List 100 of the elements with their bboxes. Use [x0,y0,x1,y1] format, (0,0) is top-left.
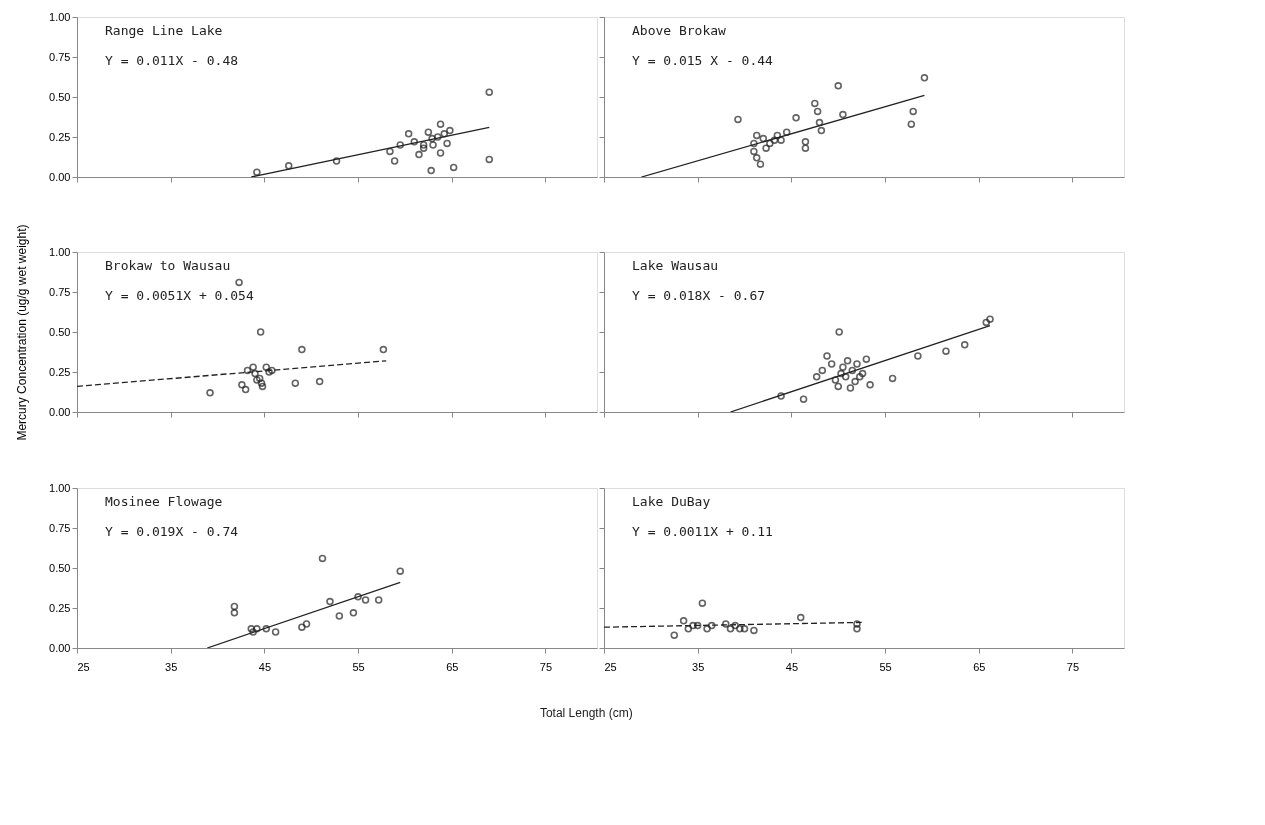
point [853,625,861,633]
annotation: Y = 0.011X - 0.48 [105,53,239,68]
point [257,379,266,387]
y-tick-label: 0.50 [49,90,71,103]
point [396,141,404,149]
point [846,384,855,392]
point [818,366,827,375]
point [834,382,842,391]
point [332,157,341,165]
point [812,373,821,381]
point [419,141,428,149]
point [759,134,768,143]
point [326,597,334,606]
point [853,620,861,628]
y-tick-label: 1.00 [49,481,71,494]
point [302,620,311,628]
point [243,366,252,375]
point [670,631,679,639]
point [698,599,707,607]
chart-title: Lake Wausau [632,258,719,273]
point [856,373,864,381]
point [866,381,874,389]
point [386,147,394,156]
point [415,150,423,159]
point [815,118,824,127]
point [843,357,852,365]
point [424,128,433,136]
point [349,609,358,617]
x-tick-label: 65 [973,660,986,673]
point [684,625,693,633]
point [485,155,494,164]
point [960,341,969,349]
point [689,621,697,630]
point [315,377,324,386]
point [262,625,271,633]
point [841,373,850,381]
x-tick-label: 25 [604,660,617,673]
point [756,160,765,168]
y-tick-label: 0.75 [49,285,71,298]
y-tick-label: 1.00 [49,245,71,258]
point [235,278,243,287]
point [298,623,306,631]
point [374,596,383,604]
point [449,163,458,172]
point [361,596,370,604]
point [782,128,791,136]
point [354,593,362,601]
point [238,381,246,389]
y-tick-label: 0.75 [49,50,71,63]
point [251,369,259,378]
point [914,352,922,360]
point [813,107,822,116]
point [390,157,399,165]
point [268,366,276,375]
point [986,315,994,323]
x-tick-label: 75 [1066,660,1080,673]
point [429,141,437,149]
point [262,363,271,371]
point [831,376,840,384]
point [249,628,257,636]
point [428,134,436,143]
x-tick-label: 45 [258,660,272,673]
x-tick-label: 65 [446,660,459,673]
point [410,138,419,146]
point [265,368,273,376]
point [679,617,688,625]
point [440,130,449,138]
point [335,612,344,620]
point [909,107,917,116]
chart-title: Mosinee Flowage [105,494,223,509]
point [731,621,739,630]
point [770,136,779,144]
chart-title: Lake DuBay [632,494,711,509]
point [811,99,819,108]
point [797,613,805,622]
x-tick-label: 55 [879,660,892,673]
point [284,162,293,170]
point [888,374,897,383]
point [740,625,749,633]
point [379,345,388,354]
x-tick-label: 45 [785,660,799,673]
y-tick-label: 0.75 [49,521,71,534]
point [693,621,702,630]
point [485,88,494,96]
point [436,120,445,128]
point [258,382,267,391]
point [206,389,214,397]
point [839,363,847,371]
point [255,374,264,383]
point [750,139,758,148]
point [750,147,758,156]
y-tick-label: 0.50 [49,325,71,338]
point [736,625,744,633]
point [396,567,404,575]
point [858,369,867,378]
chart-title: Brokaw to Wausau [105,258,231,273]
point [253,625,261,633]
point [446,126,454,135]
point [433,133,442,141]
point [271,628,280,636]
